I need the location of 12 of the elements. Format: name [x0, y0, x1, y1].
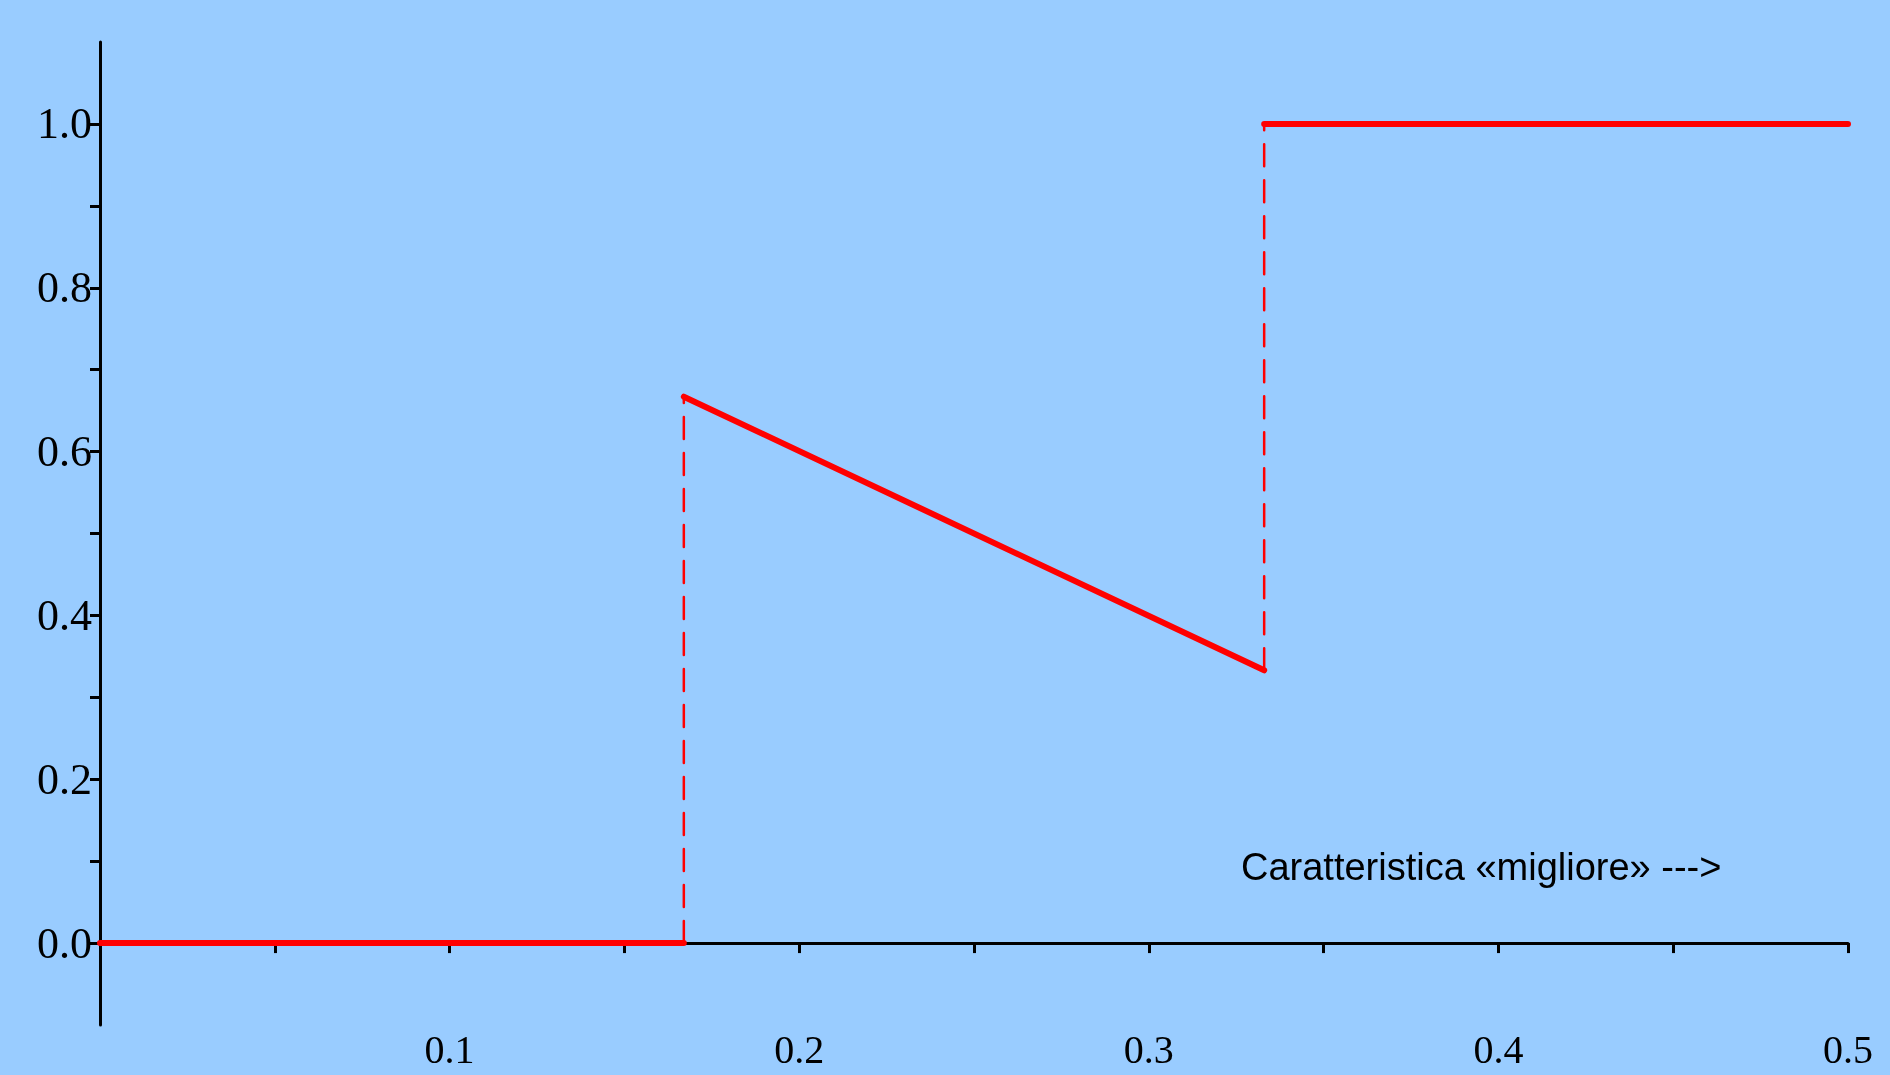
x-tick-label: 0.5	[1823, 1026, 1873, 1072]
x-tick-label: 0.3	[1123, 1026, 1174, 1072]
y-tick-label: 0.6	[37, 427, 92, 477]
y-tick-label: 1.0	[37, 99, 92, 149]
y-tick-label: 0.4	[37, 590, 92, 640]
annotation: Caratteristica «migliore» --->	[1241, 846, 1722, 888]
y-tick-label: 0.0	[37, 918, 92, 968]
y-tick-label: 0.8	[37, 263, 92, 313]
x-tick-label: 0.2	[774, 1026, 825, 1072]
x-tick-label: 0.4	[1473, 1026, 1524, 1072]
x-tick-label: 0.1	[424, 1026, 475, 1072]
y-tick-label: 0.2	[37, 754, 92, 804]
